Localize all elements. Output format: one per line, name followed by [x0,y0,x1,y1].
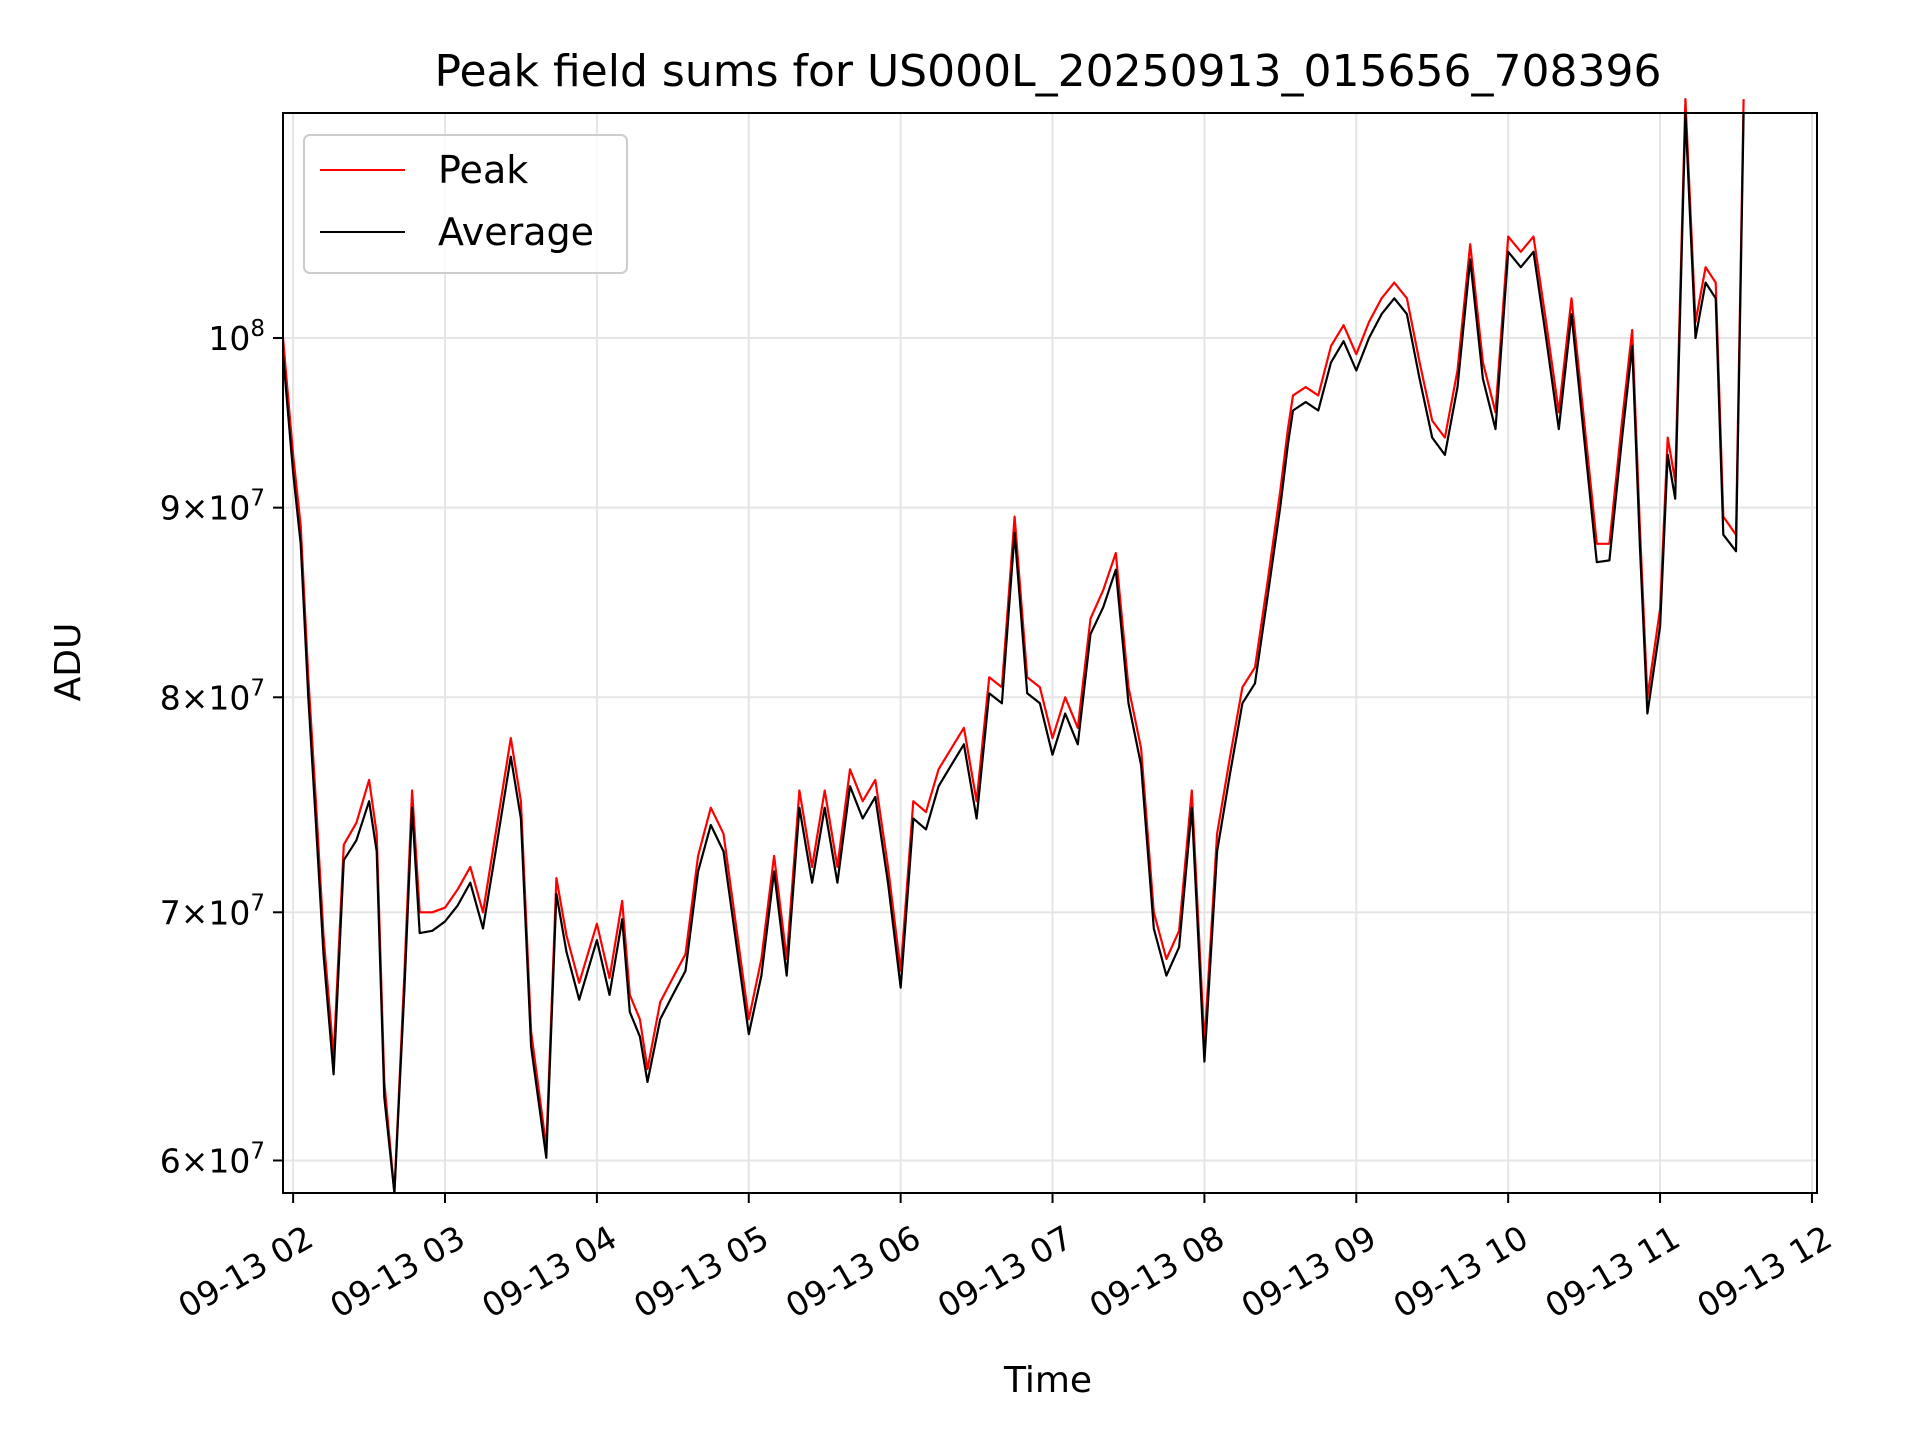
chart-title: Peak field sums for US000L_20250913_0156… [435,46,1662,97]
plot-frame [282,112,1818,1194]
y-tick-label: 6×107 [160,1138,265,1180]
y-tick-label: 108 [208,316,265,358]
grid [283,113,1817,1193]
y-axis: 6×107 7×107 8×107 9×107 108 [160,316,283,1180]
legend-label-average: Average [438,210,594,254]
legend-label-peak: Peak [438,148,528,192]
x-axis-label: Time [1003,1360,1092,1401]
y-tick-label: 8×107 [160,675,265,717]
y-tick-label: 9×107 [160,486,265,528]
series-line-average [281,111,1745,1195]
y-axis-label: ADU [48,623,89,702]
legend: Peak Average [303,134,628,274]
series-layer [281,97,1745,1195]
y-tick-label: 7×107 [160,890,265,932]
series-line-peak [281,97,1745,1195]
